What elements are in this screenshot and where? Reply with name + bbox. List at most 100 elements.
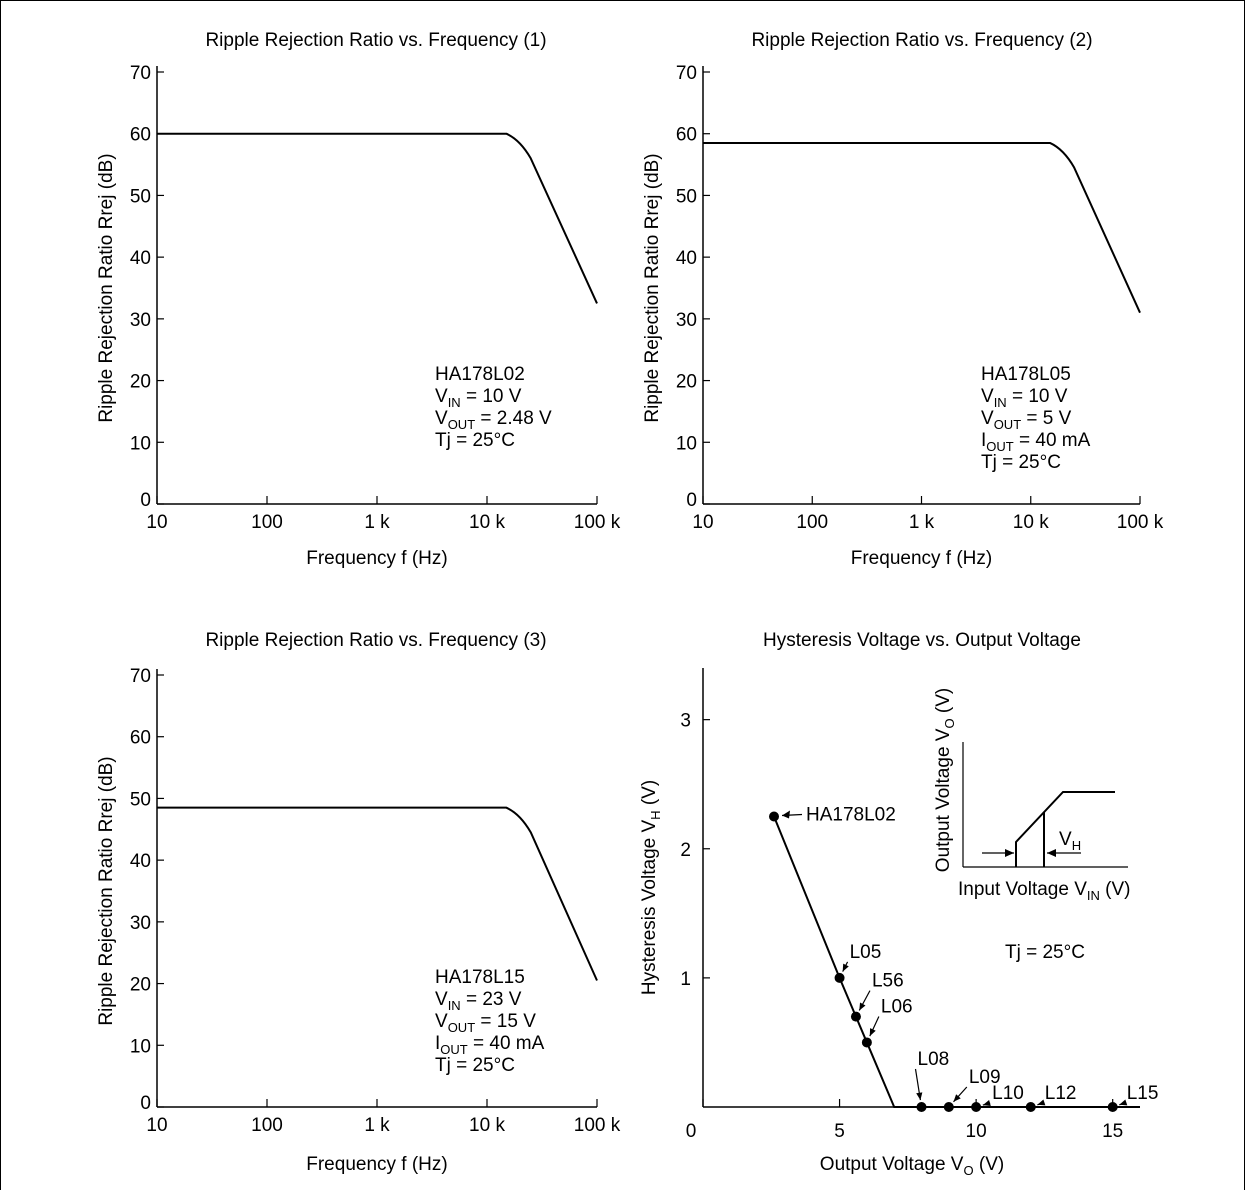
data-point-l12 (1025, 1102, 1036, 1112)
data-point-l05 (834, 972, 845, 983)
y-tick-label: 20 (676, 372, 697, 393)
x-tick-label: 15 (1102, 1121, 1123, 1142)
temperature-note: Tj = 25°C (1005, 942, 1085, 963)
inset-vh-label: VH (1059, 829, 1081, 853)
x-axis-label: Output Voltage VO (V) (820, 1154, 1004, 1178)
x-tick-label: 10 k (469, 512, 505, 533)
point-label: L12 (1045, 1083, 1077, 1104)
inset-arrowhead-right (1047, 849, 1056, 857)
label-arrowhead (859, 1002, 866, 1011)
condition-label: IOUT = 40 mA (435, 1033, 545, 1057)
data-point-l15 (1107, 1102, 1118, 1112)
y-tick-label: 70 (130, 63, 151, 84)
chart-1: Ripple Rejection Ratio vs. Frequency (1)… (96, 30, 621, 569)
series-line (157, 806, 598, 981)
y-tick-label: 60 (130, 125, 151, 146)
y-axis-label: Ripple Rejection Ratio Rrej (dB) (642, 153, 663, 422)
condition-label: VIN = 10 V (981, 386, 1068, 410)
y-tick-label: 50 (130, 789, 151, 810)
x-tick-label: 0 (686, 1121, 697, 1142)
point-label: L09 (969, 1067, 1001, 1088)
label-arrowhead (782, 810, 791, 819)
data-point-l09 (943, 1102, 954, 1112)
x-tick-label: 100 (251, 512, 283, 533)
y-tick-label: 0 (140, 1093, 151, 1114)
x-tick-label: 5 (834, 1121, 845, 1142)
label-arrowhead (869, 1028, 876, 1037)
x-tick-label: 10 (966, 1121, 987, 1142)
y-tick-label: 3 (680, 711, 691, 732)
label-arrowhead (1119, 1099, 1128, 1106)
y-axis-label: Hysteresis Voltage VH (V) (639, 780, 663, 995)
label-arrowhead (842, 963, 849, 972)
point-label: L56 (872, 971, 904, 992)
device-label: HA178L15 (435, 967, 525, 988)
data-point-l10 (971, 1102, 982, 1112)
condition-label: VOUT = 2.48 V (435, 408, 552, 432)
y-tick-label: 30 (130, 913, 151, 934)
y-tick-label: 20 (130, 372, 151, 393)
inset-x-label: Input Voltage VIN (V) (958, 879, 1131, 903)
condition-label: Tj = 25°C (981, 452, 1061, 473)
y-tick-label: 70 (130, 666, 151, 687)
x-axis-label: Frequency f (Hz) (306, 1154, 447, 1175)
x-tick-label: 100 k (1117, 512, 1164, 533)
x-tick-label: 10 (146, 1115, 167, 1136)
series-line (703, 141, 1141, 314)
y-tick-label: 40 (130, 851, 151, 872)
x-axis-label: Frequency f (Hz) (306, 548, 447, 569)
y-tick-label: 50 (130, 186, 151, 207)
condition-label: Tj = 25°C (435, 430, 515, 451)
y-tick-label: 50 (676, 186, 697, 207)
chart-3: Ripple Rejection Ratio vs. Frequency (3)… (96, 630, 621, 1175)
series-line (773, 816, 1140, 1108)
condition-label: VIN = 10 V (435, 386, 522, 410)
series-line (157, 132, 598, 304)
chart-2: Ripple Rejection Ratio vs. Frequency (2)… (642, 30, 1164, 569)
inset-curve-up (1015, 791, 1115, 867)
x-tick-label: 10 (692, 512, 713, 533)
y-tick-label: 60 (130, 728, 151, 749)
label-arrowhead (982, 1100, 991, 1107)
x-tick-label: 1 k (364, 1115, 390, 1136)
condition-label: VOUT = 5 V (981, 408, 1072, 432)
y-tick-label: 2 (680, 840, 691, 861)
inset-arrowhead-left (1005, 849, 1014, 857)
x-tick-label: 100 (796, 512, 828, 533)
x-tick-label: 100 (251, 1115, 283, 1136)
x-axis-label: Frequency f (Hz) (851, 548, 992, 569)
y-tick-label: 60 (676, 125, 697, 146)
y-tick-label: 70 (676, 63, 697, 84)
point-label: L10 (992, 1083, 1024, 1104)
y-tick-label: 30 (130, 310, 151, 331)
inset-diagram: VH Input Voltage VIN (V)Output Voltage VO… (933, 688, 1131, 903)
label-arrowhead (953, 1094, 961, 1102)
data-point-l56 (850, 1011, 861, 1022)
y-tick-label: 0 (140, 490, 151, 511)
chart-title: Hysteresis Voltage vs. Output Voltage (763, 630, 1081, 651)
condition-label: VIN = 23 V (435, 989, 522, 1013)
condition-label: IOUT = 40 mA (981, 430, 1091, 454)
point-label: L06 (881, 996, 913, 1017)
point-label: L08 (918, 1049, 950, 1070)
data-point-l08 (916, 1102, 927, 1112)
x-tick-label: 10 k (1013, 512, 1049, 533)
device-label: HA178L05 (981, 364, 1071, 385)
x-tick-label: 100 k (574, 512, 621, 533)
y-tick-label: 10 (130, 1036, 151, 1057)
x-tick-label: 10 (146, 512, 167, 533)
condition-label: Tj = 25°C (435, 1055, 515, 1076)
y-tick-label: 0 (686, 490, 697, 511)
label-arrowhead (916, 1092, 923, 1101)
y-tick-label: 30 (676, 310, 697, 331)
chart-title: Ripple Rejection Ratio vs. Frequency (3) (205, 630, 546, 651)
y-axis-label: Ripple Rejection Ratio Rrej (dB) (96, 756, 117, 1025)
chart-4: Hysteresis Voltage vs. Output Voltage 1 2 3… (639, 630, 1158, 1178)
data-point-ha178l02 (769, 811, 780, 822)
x-tick-label: 1 k (364, 512, 390, 533)
y-tick-label: 40 (676, 248, 697, 269)
inset-y-label: Output Voltage VO (V) (933, 688, 957, 872)
chart-title: Ripple Rejection Ratio vs. Frequency (1) (205, 30, 546, 51)
data-point-l06 (861, 1037, 872, 1048)
